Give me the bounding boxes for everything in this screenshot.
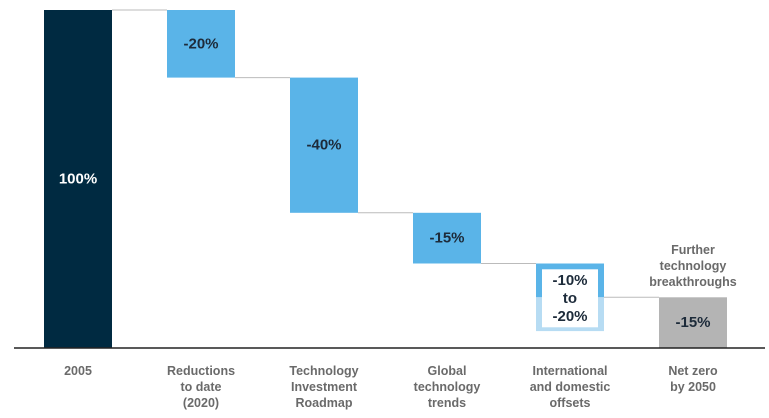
x-tick-label: Investment xyxy=(291,380,358,394)
x-tick-label: by 2050 xyxy=(670,380,716,394)
x-tick-label: Technology xyxy=(289,364,358,378)
x-tick-label: Net zero xyxy=(668,364,718,378)
annotation-label: technology xyxy=(660,259,727,273)
x-tick-label: International xyxy=(532,364,607,378)
bar-value-label: -20% xyxy=(552,308,587,325)
bar-value-label: -10% xyxy=(552,272,587,289)
bar-decrease xyxy=(290,77,358,213)
bar-decrease xyxy=(413,212,481,264)
bar-total xyxy=(44,10,112,348)
x-tick-label: technology xyxy=(414,380,481,394)
x-tick-label: Global xyxy=(428,364,467,378)
bar-value-label: to xyxy=(563,290,577,307)
x-tick-label: Roadmap xyxy=(296,396,353,410)
annotation-label: Further xyxy=(671,243,715,257)
bar-decrease xyxy=(167,10,235,78)
x-tick-label: 2005 xyxy=(64,364,92,378)
x-tick-label: Reductions xyxy=(167,364,235,378)
bar-value-label: -15% xyxy=(675,314,710,331)
bar-value-label: -20% xyxy=(183,35,218,52)
bar-remaining xyxy=(659,297,727,348)
bar-value-label: -40% xyxy=(306,137,341,154)
x-tick-label: offsets xyxy=(550,396,591,410)
range-label-box xyxy=(542,269,598,328)
x-tick-label: to date xyxy=(181,380,222,394)
x-tick-label: (2020) xyxy=(183,396,219,410)
x-tick-label: and domestic xyxy=(530,380,611,394)
annotation-label: breakthroughs xyxy=(649,275,737,289)
bar-value-label: -15% xyxy=(429,230,464,247)
bar-value-label: 100% xyxy=(59,171,97,188)
x-tick-label: trends xyxy=(428,396,466,410)
